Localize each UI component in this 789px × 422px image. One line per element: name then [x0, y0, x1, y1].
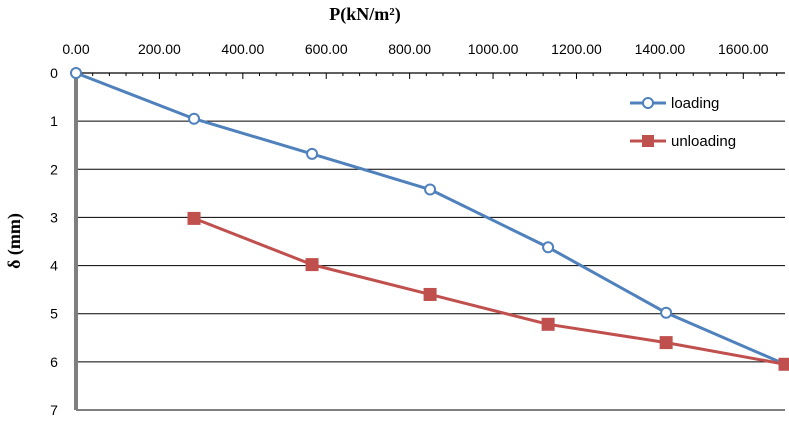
- data-point-loading: [188, 112, 201, 125]
- x-tick-label: 1600.00: [718, 41, 769, 57]
- y-axis-ticks: 0 1 2 3 4 5 6 7: [50, 65, 58, 418]
- x-tick-label: 600.00: [305, 41, 348, 57]
- series-line-unloading: [193, 216, 786, 366]
- axes: [74, 72, 785, 410]
- legend: loading unloading: [630, 95, 736, 150]
- y-tick-label: 6: [50, 354, 58, 370]
- y-tick-label: 4: [50, 258, 58, 274]
- y-tick-label: 7: [50, 402, 58, 418]
- y-tick-label: 3: [50, 209, 58, 225]
- y-tick-label: 5: [50, 306, 58, 322]
- y-tick-label: 2: [50, 161, 58, 177]
- x-tick-label: 800.00: [388, 41, 431, 57]
- data-point-loading: [306, 147, 319, 160]
- legend-label-loading: loading: [671, 95, 719, 112]
- y-tick-label: 0: [50, 65, 58, 81]
- data-point-loading: [70, 67, 82, 79]
- data-point-loading: [542, 241, 555, 254]
- y-axis-title: δ (mm): [4, 213, 25, 269]
- y-tick-label: 1: [50, 113, 58, 129]
- data-point-unloading: [305, 258, 319, 272]
- series-line-loading: [75, 71, 786, 366]
- data-point-unloading: [659, 336, 673, 350]
- data-point-unloading: [187, 211, 201, 225]
- x-tick-label: 1000.00: [468, 41, 519, 57]
- legend-label-unloading: unloading: [671, 133, 736, 150]
- series-group: [70, 67, 789, 371]
- data-point-unloading: [541, 317, 555, 331]
- x-axis-title: P(kN/m²): [329, 4, 400, 25]
- gridlines: [76, 120, 785, 411]
- legend-marker-unloading: [642, 135, 654, 147]
- data-point-loading: [424, 183, 437, 196]
- x-tick-label: 1200.00: [551, 41, 602, 57]
- x-axis-ticks: 0.00 200.00 400.00 600.00 800.00 1000.00 1200.…: [62, 41, 768, 57]
- data-point-unloading: [778, 357, 789, 371]
- x-tick-label: 400.00: [221, 41, 264, 57]
- data-point-unloading: [423, 287, 437, 301]
- data-point-loading: [660, 306, 673, 319]
- legend-marker-loading: [642, 97, 654, 109]
- x-tick-label: 0.00: [62, 41, 89, 57]
- x-tick-label: 1400.00: [635, 41, 686, 57]
- x-tick-label: 200.00: [138, 41, 181, 57]
